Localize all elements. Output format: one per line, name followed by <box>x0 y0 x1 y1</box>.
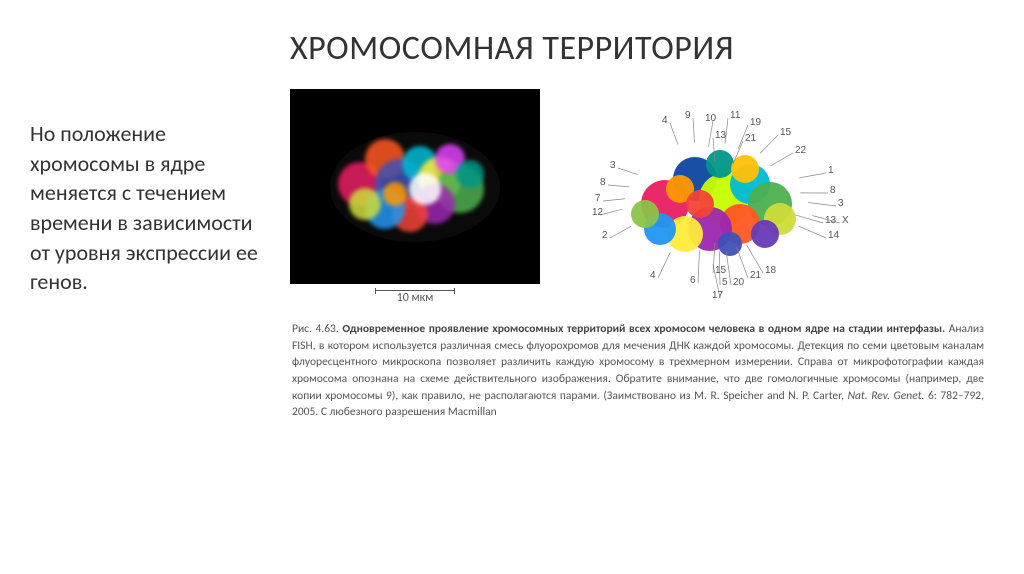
svg-text:15: 15 <box>780 127 792 138</box>
svg-text:18: 18 <box>765 265 777 276</box>
caption-bold: Одновременное проявление хромосомных тер… <box>342 322 945 336</box>
images-row: 10 мкм 491011191321152213871228313X14465… <box>270 89 994 309</box>
fish-nucleus-svg <box>290 89 540 284</box>
svg-text:11: 11 <box>730 110 741 121</box>
svg-text:12: 12 <box>592 207 604 218</box>
description-paragraph: Но положение хромосомы в ядре меняется с… <box>30 89 270 421</box>
diagram-svg: 491011191321152213871228313X144652021151… <box>570 89 880 309</box>
svg-text:19: 19 <box>750 117 762 128</box>
svg-text:3: 3 <box>838 198 844 209</box>
svg-text:4: 4 <box>662 115 668 126</box>
svg-text:20: 20 <box>733 277 745 288</box>
svg-text:17: 17 <box>712 290 724 301</box>
svg-text:21: 21 <box>750 270 762 281</box>
scale-bar-line <box>375 290 455 291</box>
svg-text:15: 15 <box>715 265 727 276</box>
figure-area: 10 мкм 491011191321152213871228313X14465… <box>270 89 994 421</box>
figure-caption: Рис. 4.63. Одновременное проявление хром… <box>270 309 994 421</box>
svg-text:X: X <box>842 215 849 226</box>
svg-text:8: 8 <box>600 177 606 188</box>
fish-microscopy-image: 10 мкм <box>290 89 540 305</box>
svg-text:1: 1 <box>828 165 834 176</box>
svg-text:21: 21 <box>745 133 757 144</box>
scale-bar: 10 мкм <box>375 290 455 305</box>
svg-text:3: 3 <box>610 160 616 171</box>
svg-text:6: 6 <box>690 275 696 286</box>
chromosome-diagram: 491011191321152213871228313X144652021151… <box>570 89 880 309</box>
content-area: Но положение хромосомы в ядре меняется с… <box>0 79 1024 421</box>
svg-text:2: 2 <box>602 230 608 241</box>
svg-text:9: 9 <box>685 110 691 121</box>
svg-text:8: 8 <box>830 185 836 196</box>
svg-text:7: 7 <box>595 193 601 204</box>
scale-bar-label: 10 мкм <box>397 291 434 305</box>
svg-text:5: 5 <box>722 277 728 288</box>
svg-text:14: 14 <box>828 230 840 241</box>
svg-text:22: 22 <box>795 145 807 156</box>
caption-prefix: Рис. 4.63. <box>292 322 342 336</box>
fish-image-box <box>290 89 540 284</box>
caption-italic: Nat. Rev. Genet. <box>848 389 925 403</box>
svg-text:10: 10 <box>705 113 717 124</box>
svg-text:13: 13 <box>715 130 727 141</box>
svg-text:4: 4 <box>650 270 656 281</box>
slide-title: ХРОМОСОМНАЯ ТЕРРИТОРИЯ <box>0 0 1024 79</box>
